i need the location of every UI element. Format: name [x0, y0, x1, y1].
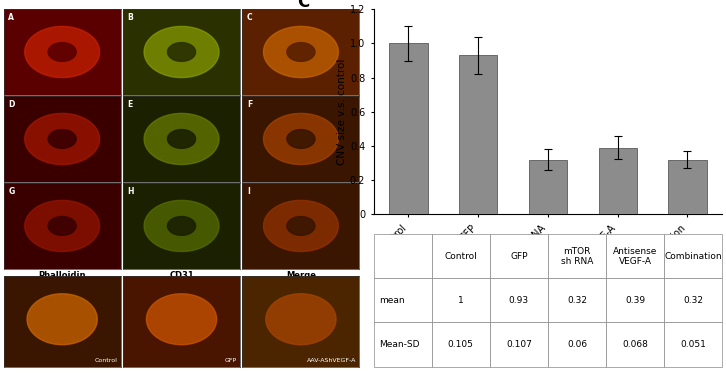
Polygon shape	[144, 27, 219, 77]
Bar	[389, 43, 428, 214]
Polygon shape	[48, 217, 76, 235]
Polygon shape	[147, 294, 216, 345]
Text: A: A	[8, 13, 15, 22]
Polygon shape	[264, 27, 338, 77]
Y-axis label: Scrambled: Scrambled	[0, 119, 1, 159]
Bar	[459, 55, 497, 214]
Polygon shape	[27, 294, 97, 345]
Polygon shape	[168, 129, 195, 148]
Polygon shape	[25, 200, 99, 251]
Bar	[669, 160, 706, 214]
Polygon shape	[264, 200, 338, 251]
Polygon shape	[287, 217, 315, 235]
Polygon shape	[48, 43, 76, 61]
Polygon shape	[168, 43, 195, 61]
Text: B: B	[128, 13, 134, 22]
Polygon shape	[144, 113, 219, 165]
Y-axis label: mTOR shRNA: mTOR shRNA	[0, 200, 1, 251]
Polygon shape	[144, 200, 219, 251]
X-axis label: Merge: Merge	[286, 272, 316, 280]
Y-axis label: CNV size v.s. control: CNV size v.s. control	[337, 59, 347, 165]
Text: G: G	[8, 187, 15, 196]
Text: Control: Control	[94, 358, 117, 363]
Bar	[598, 148, 637, 214]
Text: D: D	[8, 100, 15, 109]
Text: C: C	[247, 13, 253, 22]
Polygon shape	[25, 27, 99, 77]
Polygon shape	[266, 294, 336, 345]
X-axis label: CD31: CD31	[169, 272, 194, 280]
Text: I: I	[247, 187, 250, 196]
Text: GFP: GFP	[224, 358, 237, 363]
Text: AAV-AShVEGF-A: AAV-AShVEGF-A	[306, 358, 356, 363]
Text: H: H	[128, 187, 134, 196]
Polygon shape	[287, 43, 315, 61]
Polygon shape	[25, 113, 99, 165]
Bar	[529, 160, 567, 214]
X-axis label: Phalloidin: Phalloidin	[38, 272, 86, 280]
Polygon shape	[168, 217, 195, 235]
Text: C: C	[297, 0, 309, 11]
Polygon shape	[264, 113, 338, 165]
Text: E: E	[128, 100, 133, 109]
Polygon shape	[48, 129, 76, 148]
Text: F: F	[247, 100, 253, 109]
Y-axis label: Control: Control	[0, 38, 1, 66]
Polygon shape	[287, 129, 315, 148]
